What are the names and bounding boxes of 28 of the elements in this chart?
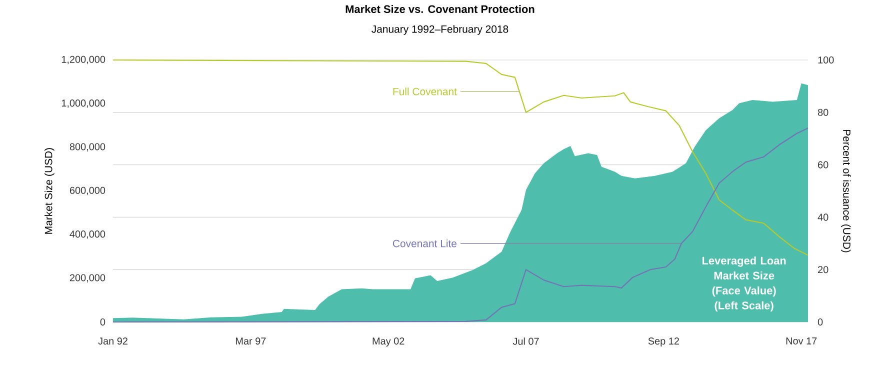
x-tick-label: Jan 92 [98, 338, 128, 345]
y-tick-label: 0 [100, 318, 106, 326]
text: Full Covenant [393, 88, 457, 96]
y2-tick-label: 20 [818, 266, 828, 274]
text: Covenant Lite [392, 240, 456, 248]
y-tick-label: 1,000,000 [62, 100, 106, 108]
y-tick-label: 1,200,000 [62, 56, 106, 64]
y2-tick-label: 40 [818, 214, 828, 221]
x-tick-label: Nov 17 [786, 338, 817, 344]
series-label: Leveraged Loan Market Size (Face Value) (Left Scale) [702, 256, 786, 312]
x-tick-label: May 02 [372, 338, 404, 347]
y2-tick-label: 60 [818, 161, 828, 168]
line-series [112, 59, 809, 256]
chart-subtitle: January 1992–February 2018 [372, 25, 508, 35]
y2-axis-title: Percent of issuance (USD) [840, 130, 851, 252]
y2-tick-label: 80 [818, 108, 828, 116]
y-tick-label: 600,000 [70, 186, 106, 196]
x-tick-label: Jul 07 [512, 338, 539, 345]
y-tick-label: 200,000 [70, 274, 106, 282]
y2-tick-label: 100 [818, 56, 834, 64]
y-axis-title: Market Size (USD) [44, 148, 54, 234]
chart-title: Market Size vs. Covenant Protection [346, 4, 534, 14]
y2-tick-label: 0 [818, 318, 823, 326]
line-series [112, 128, 809, 323]
x-tick-label: Mar 97 [236, 338, 266, 345]
y-tick-label: 400,000 [70, 230, 106, 239]
y-tick-label: 800,000 [70, 143, 106, 152]
x-tick-label: Sep 12 [648, 338, 679, 347]
